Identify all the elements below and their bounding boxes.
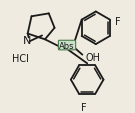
Text: N: N <box>23 36 31 46</box>
Text: OH: OH <box>85 52 100 62</box>
Text: HCl: HCl <box>12 54 28 64</box>
Text: F: F <box>115 16 120 26</box>
Text: F: F <box>82 102 87 112</box>
Text: Abs: Abs <box>59 41 75 50</box>
FancyBboxPatch shape <box>58 41 76 50</box>
